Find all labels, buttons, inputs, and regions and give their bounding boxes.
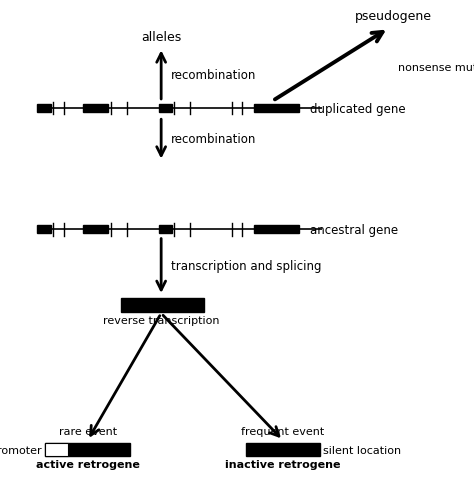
Text: frequent event: frequent event	[241, 426, 325, 437]
Bar	[246, 443, 320, 456]
Bar	[37, 105, 51, 113]
Text: nonsense mutation: nonsense mutation	[398, 63, 474, 73]
Bar	[45, 443, 68, 456]
Text: silent location: silent location	[323, 445, 401, 454]
Bar	[159, 226, 172, 234]
Text: inactive retrogene: inactive retrogene	[225, 459, 341, 469]
Bar	[159, 105, 172, 113]
Text: novel promoter: novel promoter	[0, 445, 42, 454]
Text: ancestral gene: ancestral gene	[310, 224, 399, 236]
Text: reverse transcription: reverse transcription	[103, 316, 219, 326]
Text: transcription and splicing: transcription and splicing	[171, 260, 321, 272]
Bar	[83, 105, 108, 113]
Text: recombination: recombination	[171, 133, 256, 146]
Bar	[121, 299, 204, 312]
Bar	[254, 105, 299, 113]
Bar	[254, 226, 299, 234]
Bar	[83, 226, 108, 234]
Bar	[37, 226, 51, 234]
Text: rare event: rare event	[59, 426, 117, 437]
Text: active retrogene: active retrogene	[36, 459, 140, 469]
Text: alleles: alleles	[141, 30, 181, 44]
Text: duplicated gene: duplicated gene	[310, 103, 406, 115]
Text: pseudogene: pseudogene	[355, 10, 432, 23]
Bar	[45, 443, 130, 456]
Text: recombination: recombination	[171, 69, 256, 81]
